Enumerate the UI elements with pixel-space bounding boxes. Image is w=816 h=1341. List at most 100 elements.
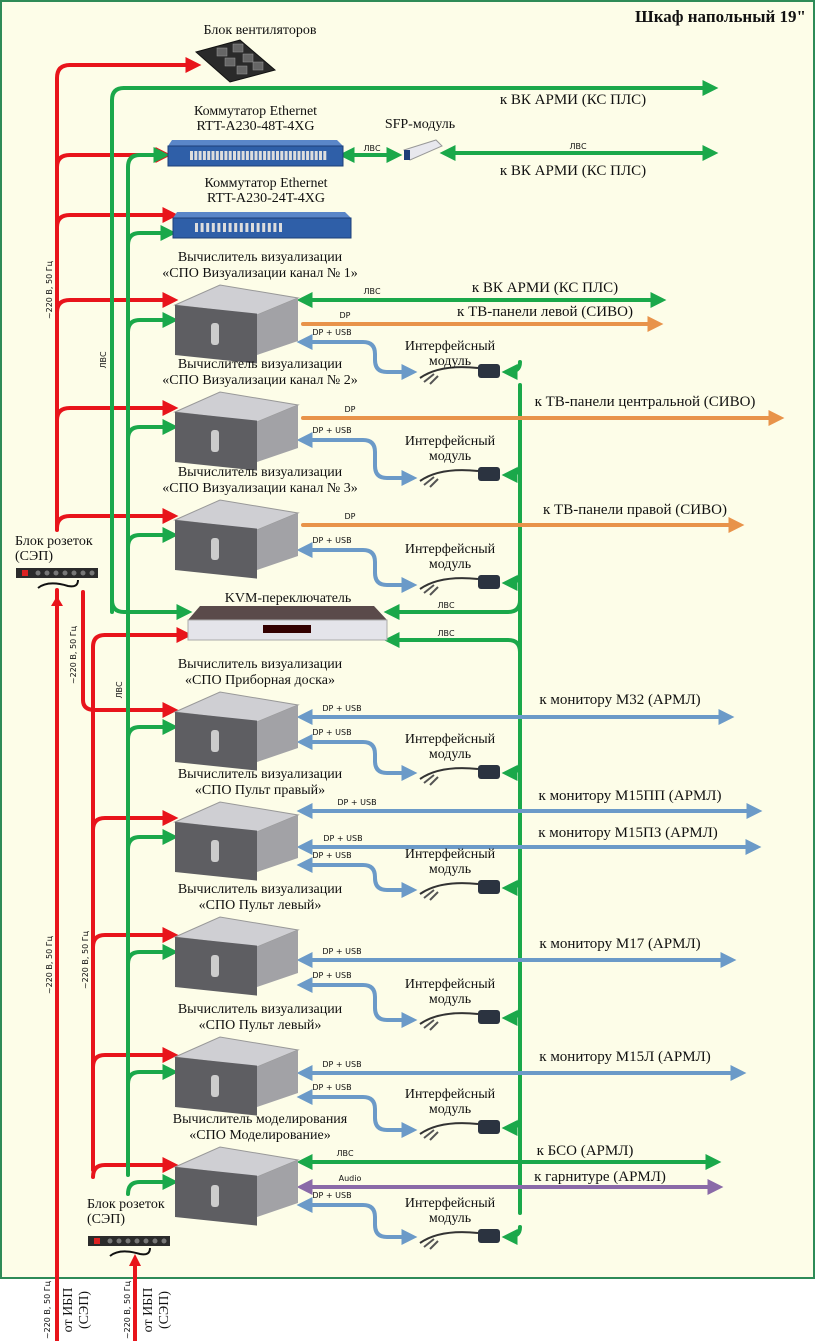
module-cable <box>419 1012 479 1025</box>
kvm-label: KVM-переключатель <box>225 591 352 606</box>
port-icon <box>233 151 236 160</box>
port-icon <box>215 151 219 160</box>
switch-model-label: RTT-A230-48T-4XG <box>197 119 315 134</box>
voltage-label: ~220 В, 50 Гц <box>43 1280 52 1339</box>
destination-label: к монитору М15ПЗ (АРМЛ) <box>538 825 718 841</box>
link-label: ЛВС <box>336 1149 354 1158</box>
switch-model-label: Коммутатор Ethernet <box>194 104 317 119</box>
computer-name-label: Вычислитель визуализации <box>178 250 343 265</box>
switch-top <box>173 212 351 218</box>
voltage-label: ~220 В, 50 Гц <box>81 930 90 989</box>
power-branch <box>55 400 179 422</box>
computer-side <box>257 1050 298 1107</box>
port-icon <box>279 223 282 232</box>
port-icon <box>228 151 232 160</box>
port-icon <box>220 151 224 160</box>
port-icon <box>206 223 210 232</box>
power-branch <box>91 927 179 949</box>
socket-icon <box>71 570 77 576</box>
interface-module-label: модуль <box>429 747 471 762</box>
lan-to-computer <box>126 527 179 549</box>
port-icon <box>245 151 249 160</box>
port-icon <box>251 223 254 232</box>
fan-icon <box>242 53 254 63</box>
port-icon <box>267 223 271 232</box>
port-icon <box>297 151 301 160</box>
port-icon <box>202 151 206 160</box>
power-branch <box>91 1047 179 1069</box>
destination-label: к монитору М15ПП (АРМЛ) <box>539 788 722 804</box>
destination-label: к ТВ-панели левой (СИВО) <box>457 304 633 320</box>
port-icon <box>211 223 215 232</box>
fan-block-label: Блок вентиляторов <box>204 23 317 38</box>
link-label: DP + USB <box>337 798 376 807</box>
port-icon <box>241 151 245 160</box>
kvm-switch <box>187 606 388 641</box>
interface-module <box>419 575 500 596</box>
computer-side <box>257 1160 298 1217</box>
fan-icon <box>236 65 248 75</box>
destination-label: к ТВ-панели центральной (СИВО) <box>535 394 756 410</box>
interface-module-label: модуль <box>429 1102 471 1117</box>
port-icon <box>254 151 258 160</box>
power-switch-icon <box>94 1238 100 1244</box>
port-icon <box>198 151 202 160</box>
kvm-display <box>263 625 311 633</box>
computer-name-label: «СПО Визуализации канал № 1» <box>162 266 357 281</box>
voltage-label: ~220 В, 50 Гц <box>123 1280 132 1339</box>
port-icon <box>323 151 327 160</box>
link-label: DP <box>345 405 356 414</box>
link-dp-usb-to-module <box>296 1089 418 1138</box>
link-dp-usb-to-module <box>296 857 418 898</box>
link-dp-usb-to-module <box>296 334 418 380</box>
link-label: DP + USB <box>312 851 351 860</box>
port-icon <box>211 151 215 160</box>
link-label: ЛВС <box>115 681 124 699</box>
port-icon <box>234 223 238 232</box>
lan-to-module <box>501 761 522 781</box>
socket-icon <box>143 1238 149 1244</box>
link-label: Audio <box>339 1174 362 1183</box>
switch-top <box>168 140 343 146</box>
destination-label: к ВК АРМИ (КС ПЛС) <box>500 92 646 108</box>
voltage-label: ~220 В, 50 Гц <box>45 935 54 994</box>
interface-module <box>419 364 500 385</box>
lan-to-module <box>501 1116 522 1136</box>
port-icon <box>207 151 211 160</box>
port-icon <box>256 223 260 232</box>
link-label: DP + USB <box>312 1083 351 1092</box>
port-icon <box>250 151 254 160</box>
module-cable <box>419 366 479 379</box>
computer <box>173 1146 300 1226</box>
link-dp-usb-to-module <box>296 542 418 593</box>
module-box <box>478 1010 500 1024</box>
interface-module-label: модуль <box>429 449 471 464</box>
link-label: DP <box>340 311 351 320</box>
socket-icon <box>152 1238 158 1244</box>
power-cord <box>37 579 79 589</box>
lan-to-computer <box>126 312 179 334</box>
module-cable <box>419 1122 479 1135</box>
lan-kvm-2 <box>383 632 522 654</box>
ethernet-switch <box>167 140 344 167</box>
computer-side <box>257 930 298 987</box>
power-branch <box>55 147 172 169</box>
computer-side <box>257 405 298 462</box>
socket-icon <box>44 570 50 576</box>
computer-side <box>257 298 298 355</box>
computer-side <box>257 815 298 872</box>
lan-kvm-1 <box>383 598 522 620</box>
computer-drive-bay <box>211 323 219 345</box>
link-label: DP + USB <box>312 728 351 737</box>
module-cable <box>419 577 479 590</box>
power-strip <box>16 568 98 589</box>
link-label: DP + USB <box>312 328 351 337</box>
module-cable <box>419 882 479 895</box>
lan-to-kvm <box>110 598 193 620</box>
module-plugs <box>423 476 439 488</box>
fan-icon <box>216 47 228 57</box>
port-icon <box>228 223 232 232</box>
port-icon <box>258 151 262 160</box>
computer-name-label: «СПО Пульт левый» <box>199 1018 322 1033</box>
lan-bus-1 <box>110 86 126 614</box>
